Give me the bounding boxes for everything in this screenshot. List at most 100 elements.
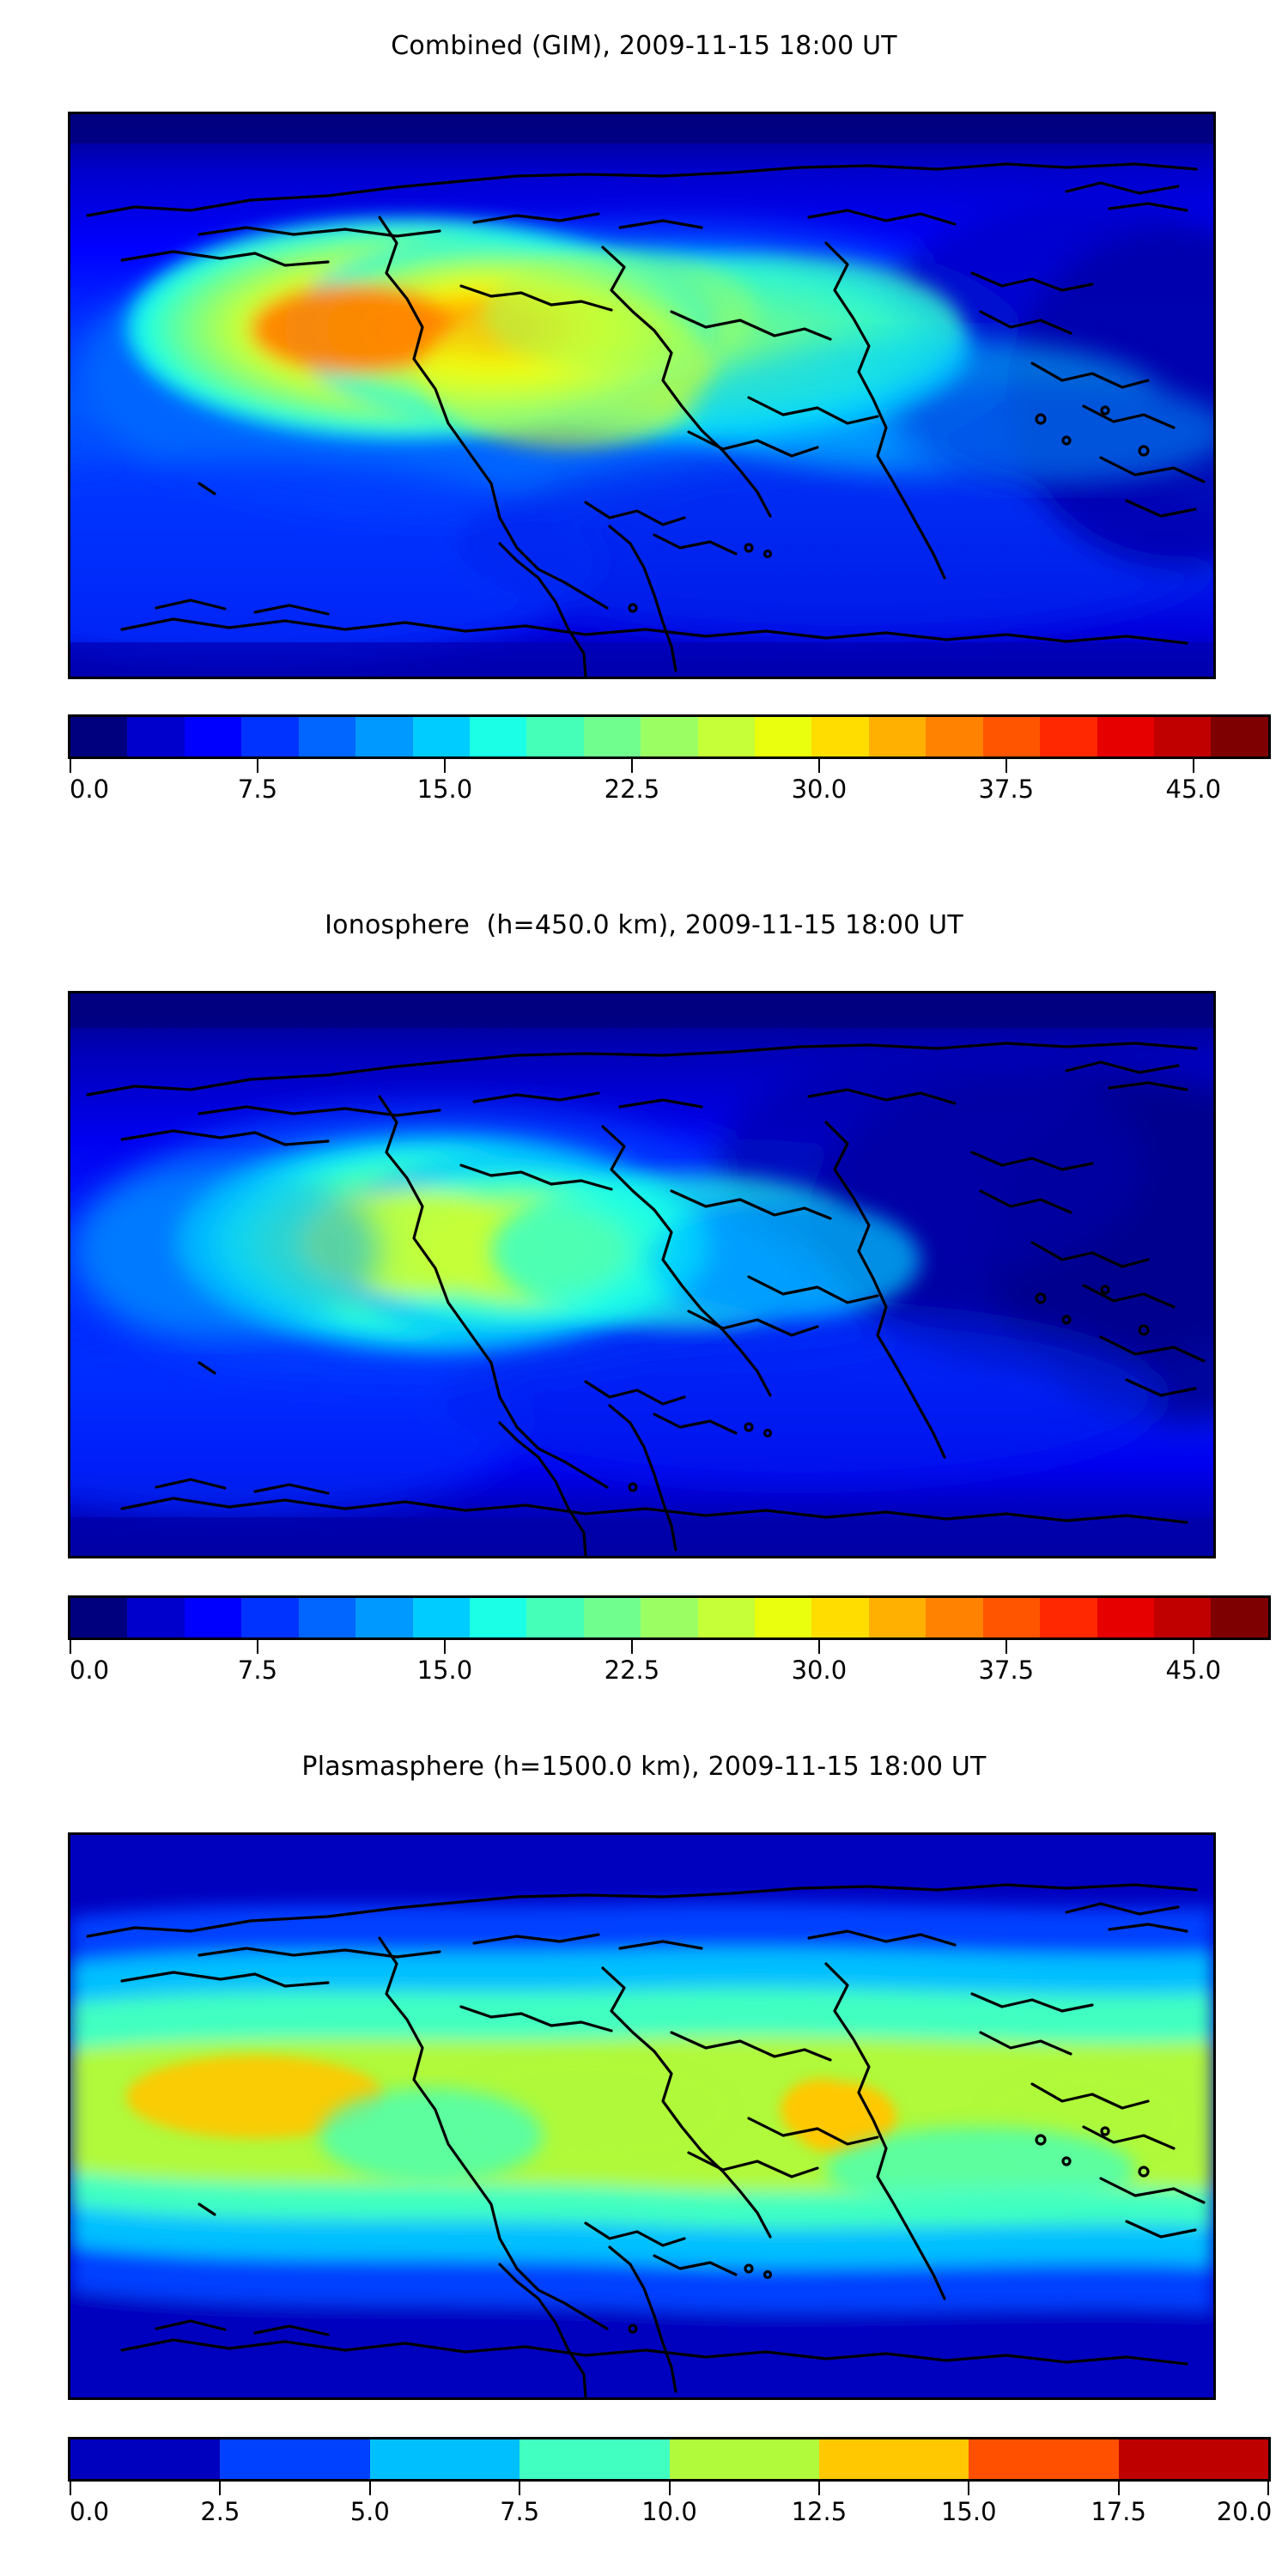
colorbar-swatch-1 (127, 1598, 185, 1637)
colorbar-label-6: 15.0 (940, 2497, 997, 2526)
colorbar-tick-3 (630, 1640, 633, 1654)
colorbar-ticks-ionosphere (68, 1640, 1271, 1656)
colorbar-tick-6 (1192, 1640, 1194, 1654)
colorbar-swatch-2 (369, 2439, 520, 2479)
coastlines (86, 1883, 1206, 2397)
colorbar-ionosphere: 0.0 7.5 15.0 22.5 30.0 37.5 45.0 (68, 1595, 1271, 1690)
map-canvas-combined-gim (70, 114, 1213, 677)
colorbar-tick-5 (1005, 759, 1007, 773)
colorbar-label-5: 12.5 (791, 2497, 848, 2526)
colorbar-swatch-0 (70, 1598, 128, 1637)
colorbar-swatch-0 (70, 2439, 221, 2479)
colorbar-tick-1 (256, 1640, 258, 1654)
colorbar-swatch-20 (1211, 1598, 1268, 1637)
colorbar-swatch-12 (755, 717, 812, 756)
panel-title-ionosphere: Ionosphere (h=450.0 km), 2009-11-15 18:0… (325, 910, 963, 940)
colorbar-swatch-16 (982, 1598, 1041, 1637)
colorbar-label-1: 7.5 (237, 775, 278, 804)
coastlines (86, 1042, 1206, 1556)
colorbar-swatch-3 (241, 717, 299, 756)
colorbar-swatch-11 (697, 1598, 756, 1637)
colorbar-tick-3 (519, 2482, 521, 2495)
panel-ionosphere: Ionosphere (h=450.0 km), 2009-11-15 18:0… (0, 859, 1288, 1717)
map-canvas-plasmasphere (70, 1835, 1213, 2397)
colorbar-swatch-15 (926, 1598, 983, 1637)
colorbar-swatch-4 (298, 1598, 356, 1637)
colorbar-swatch-3 (519, 2439, 670, 2479)
colorbar-label-2: 5.0 (349, 2497, 390, 2526)
colorbar-tick-6 (968, 2482, 970, 2495)
colorbar-tick-0 (70, 759, 71, 773)
map-combined-gim (68, 112, 1216, 679)
colorbar-swatch-6 (412, 1598, 470, 1637)
colorbar-label-3: 22.5 (604, 1656, 660, 1685)
colorbar-tick-6 (1192, 759, 1194, 773)
colorbar-label-0: 0.0 (69, 775, 110, 804)
colorbar-swatch-15 (926, 717, 983, 756)
colorbar-tick-1 (256, 759, 258, 773)
colorbar-ticks-plasmasphere (68, 2482, 1271, 2497)
colorbar-label-5: 37.5 (978, 1656, 1035, 1685)
colorbar-swatch-1 (220, 2439, 370, 2479)
colorbar-swatch-11 (697, 717, 756, 756)
colorbar-swatch-6 (412, 717, 470, 756)
colorbar-tick-5 (1005, 1640, 1007, 1654)
colorbar-swatch-1 (127, 717, 185, 756)
colorbar-swatch-5 (355, 1598, 413, 1637)
colorbar-swatch-7 (469, 1598, 527, 1637)
colorbar-label-4: 30.0 (791, 1656, 848, 1685)
colorbar-swatch-5 (818, 2439, 969, 2479)
panel-plasmasphere: Plasmasphere (h=1500.0 km), 2009-11-15 1… (0, 1717, 1288, 2576)
colorbar-tick-2 (368, 2482, 371, 2495)
colorbar-swatch-13 (811, 1598, 869, 1637)
panel-title-plasmasphere: Plasmasphere (h=1500.0 km), 2009-11-15 1… (301, 1752, 987, 1782)
colorbar-strip-plasmasphere (68, 2437, 1271, 2482)
panel-title-combined-gim: Combined (GIM), 2009-11-15 18:00 UT (391, 31, 897, 61)
colorbar-swatch-7 (469, 717, 527, 756)
colorbar-labels-combined-gim: 0.0 7.5 15.0 22.5 30.0 37.5 45.0 (68, 775, 1271, 809)
map-ionosphere (68, 991, 1216, 1558)
colorbar-label-4: 10.0 (641, 2497, 697, 2526)
colorbar-label-2: 15.0 (416, 1656, 473, 1685)
colorbar-label-1: 7.5 (237, 1656, 278, 1685)
colorbar-label-3: 22.5 (604, 775, 660, 804)
colorbar-swatch-7 (1118, 2439, 1268, 2479)
colorbar-label-5: 37.5 (978, 775, 1035, 804)
colorbar-label-4: 30.0 (791, 775, 848, 804)
colorbar-tick-0 (70, 1640, 71, 1654)
panel-combined-gim: Combined (GIM), 2009-11-15 18:00 UT (0, 0, 1288, 859)
colorbar-swatch-14 (868, 717, 927, 756)
colorbar-labels-ionosphere: 0.0 7.5 15.0 22.5 30.0 37.5 45.0 (68, 1656, 1271, 1690)
colorbar-swatch-6 (969, 2439, 1119, 2479)
colorbar-swatch-16 (982, 717, 1041, 756)
map-canvas-ionosphere (70, 993, 1213, 1556)
colorbar-label-2: 15.0 (416, 775, 473, 804)
colorbar-swatch-19 (1154, 717, 1212, 756)
colorbar-label-0: 0.0 (69, 1656, 110, 1685)
colorbar-tick-3 (630, 759, 633, 773)
colorbar-tick-5 (817, 2482, 820, 2495)
colorbar-swatch-5 (355, 717, 413, 756)
colorbar-swatch-4 (298, 717, 356, 756)
colorbar-tick-7 (1117, 2482, 1120, 2495)
colorbar-swatch-10 (641, 1598, 698, 1637)
coastlines (86, 162, 1206, 677)
colorbar-tick-0 (70, 2482, 71, 2495)
colorbar-swatch-12 (755, 1598, 812, 1637)
colorbar-swatch-2 (184, 1598, 242, 1637)
colorbar-label-6: 45.0 (1165, 1656, 1222, 1685)
colorbar-tick-4 (817, 1640, 820, 1654)
colorbar-swatch-18 (1097, 1598, 1155, 1637)
colorbar-label-0: 0.0 (69, 2497, 110, 2526)
colorbar-swatch-13 (811, 717, 869, 756)
colorbar-swatch-17 (1040, 1598, 1097, 1637)
colorbar-swatch-14 (868, 1598, 927, 1637)
colorbar-label-6: 45.0 (1165, 775, 1222, 804)
colorbar-swatch-0 (70, 717, 128, 756)
colorbar-labels-plasmasphere: 0.0 2.5 5.0 7.5 10.0 12.5 15.0 17.5 20.0 (68, 2497, 1272, 2531)
colorbar-swatch-18 (1097, 717, 1155, 756)
colorbar-label-1: 2.5 (200, 2497, 240, 2526)
colorbar-tick-1 (219, 2482, 222, 2495)
colorbar-swatch-8 (526, 1598, 584, 1637)
